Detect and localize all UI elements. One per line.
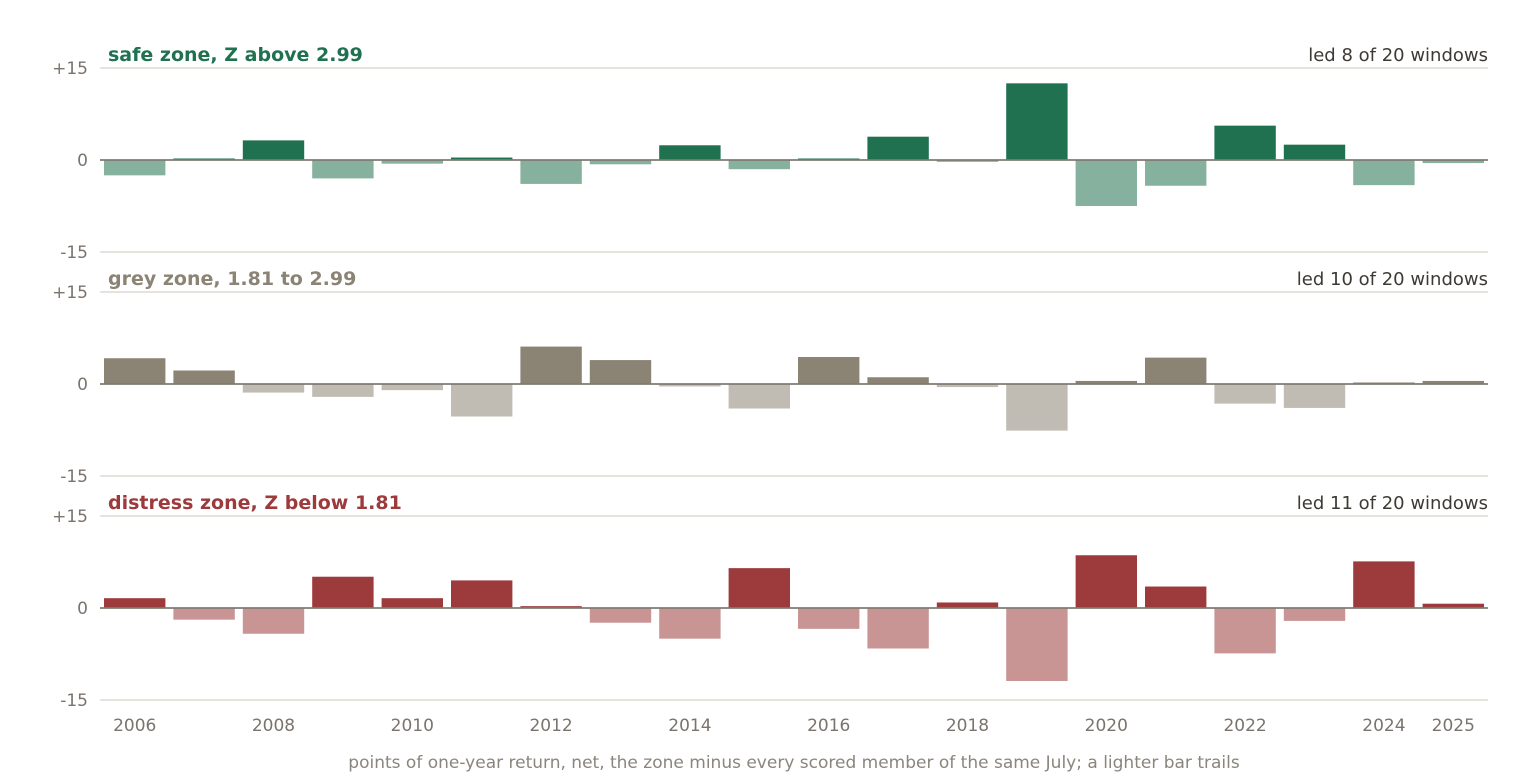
bar [1145,586,1207,608]
x-tick-label: 2022 [1223,716,1266,736]
bar [451,157,513,160]
bar [381,160,443,164]
bar [520,346,582,384]
bar [312,384,374,397]
bar [1422,380,1484,384]
x-tick-label: 2012 [529,716,572,736]
bar [1283,384,1346,408]
bar [1145,160,1207,186]
y-tick-label: -15 [60,243,88,263]
y-tick-label: 0 [77,151,88,171]
bar [1214,125,1276,160]
bar [659,384,721,387]
x-tick-label: 2025 [1432,716,1475,736]
panel-title: distress zone, Z below 1.81 [108,492,402,514]
bar [589,608,652,623]
bar [381,598,443,608]
panel-title: grey zone, 1.81 to 2.99 [108,268,356,290]
bar [104,598,166,608]
bar [1075,555,1137,608]
x-tick-label: 2024 [1362,716,1405,736]
x-tick-label: 2020 [1085,716,1128,736]
panel-1: +15 0 -15 safe zone, Z above 2.99 led 8 of 2… [52,44,1488,263]
bar [867,136,929,160]
bar [936,160,999,162]
bar [381,384,443,391]
bar [1075,160,1137,206]
y-tick-label: 0 [77,375,88,395]
bar [1145,357,1207,384]
bar [1075,380,1137,384]
bar [242,608,305,634]
bar [1353,561,1415,608]
bar [173,608,235,620]
bar [1006,384,1068,431]
y-tick-label: +15 [52,507,88,527]
x-tick-label: 2006 [113,716,156,736]
bar [451,384,513,417]
bar [1422,160,1484,164]
bar [728,568,790,608]
bar [936,602,999,608]
bar [1006,608,1068,681]
x-tick-label: 2018 [946,716,989,736]
bar [104,358,166,384]
panel-note: led 10 of 20 windows [1297,269,1488,290]
bar [1214,384,1276,404]
bar [173,370,235,384]
bar [1283,608,1346,621]
bar [867,608,929,649]
panel-note: led 8 of 20 windows [1308,45,1488,66]
bar [798,357,860,384]
bar [1283,144,1346,160]
panel-3: +15 0 -15 distress zone, Z below 1.81 led 11… [52,492,1488,711]
bar [104,160,166,176]
bar [798,608,860,629]
bar [312,576,374,608]
panel-2: +15 0 -15 grey zone, 1.81 to 2.99 led 10 of … [52,268,1488,487]
y-tick-label: +15 [52,283,88,303]
panel-title: safe zone, Z above 2.99 [108,44,363,66]
panel-note: led 11 of 20 windows [1297,493,1488,514]
x-tick-label: 2016 [807,716,850,736]
bar [1353,160,1415,186]
bar [728,384,790,409]
bar [936,384,999,388]
x-tick-label: 2014 [668,716,711,736]
bar [728,160,790,170]
x-axis: 2006 2008 2010 2012 2014 2016 2018 2020 2022 2024… [113,716,1475,736]
bar [659,145,721,160]
bar [1006,83,1068,160]
bar [867,377,929,384]
x-tick-label: 2010 [391,716,434,736]
y-tick-label: -15 [60,691,88,711]
y-tick-label: 0 [77,599,88,619]
bar [589,360,652,384]
bar [242,140,305,160]
bar [589,160,652,165]
bar [520,606,582,608]
chart-caption: points of one-year return, net, the zone… [348,753,1240,773]
bar [659,608,721,639]
bar [451,580,513,608]
bar [242,384,305,393]
x-tick-label: 2008 [252,716,295,736]
bar [312,160,374,179]
bar [1214,608,1276,654]
y-tick-label: +15 [52,59,88,79]
y-tick-label: -15 [60,467,88,487]
bar [1422,603,1484,608]
bar [520,160,582,184]
